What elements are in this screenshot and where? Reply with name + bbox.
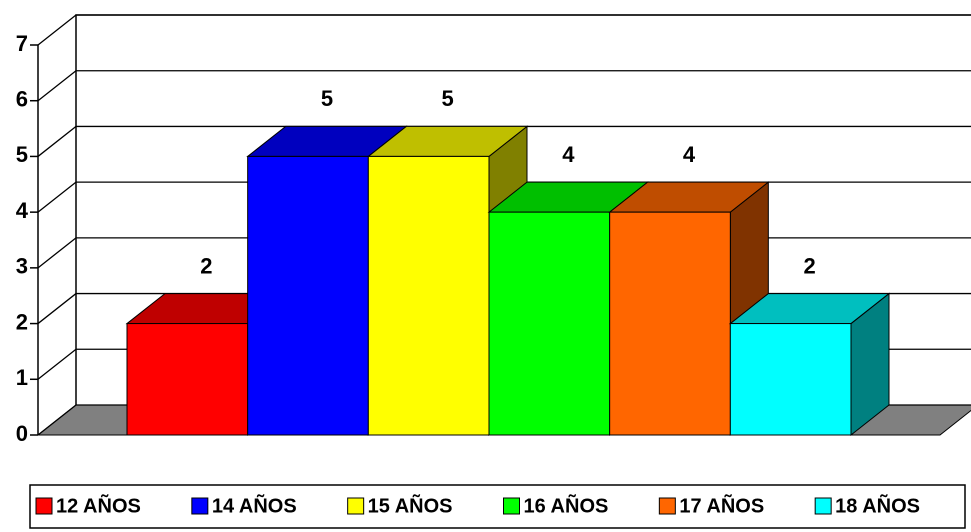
value-label: 5	[321, 86, 333, 111]
y-tick-label: 0	[16, 421, 28, 446]
bar-front	[247, 155, 369, 436]
bar-front	[488, 211, 611, 436]
bar	[125, 292, 288, 437]
bar-front	[367, 155, 490, 436]
legend-swatch	[35, 497, 53, 515]
legend-label: 14 AÑOS	[212, 494, 297, 517]
bar	[728, 292, 891, 437]
y-tick-label: 7	[16, 31, 28, 56]
y-tick-label: 2	[16, 309, 28, 334]
legend-swatch	[814, 497, 832, 515]
grid-line	[37, 125, 971, 157]
legend-swatch	[503, 497, 520, 515]
value-label: 2	[200, 253, 212, 278]
legend-box	[29, 484, 966, 529]
legend-label: 16 AÑOS	[524, 494, 609, 517]
legend-label: 15 AÑOS	[368, 494, 453, 517]
bar-front	[126, 323, 249, 436]
y-tick-label: 3	[16, 254, 28, 279]
value-label: 4	[683, 142, 696, 167]
grid-line	[37, 70, 971, 102]
y-tick-label: 1	[16, 365, 28, 390]
y-tick-label: 4	[16, 198, 29, 223]
legend-label: 17 AÑOS	[679, 494, 764, 517]
y-tick-label: 6	[16, 87, 28, 112]
legend-swatch	[347, 497, 365, 515]
legend-swatch	[658, 497, 676, 515]
legend-swatch	[191, 497, 209, 515]
grid-line	[37, 14, 971, 46]
legend-label: 12 AÑOS	[56, 494, 141, 517]
y-tick-label: 5	[16, 142, 28, 167]
bar-front	[609, 211, 731, 436]
value-label: 2	[804, 253, 816, 278]
legend-label: 18 AÑOS	[835, 494, 920, 517]
value-label: 5	[442, 86, 454, 111]
value-label: 4	[562, 142, 575, 167]
bar-front	[729, 323, 852, 436]
